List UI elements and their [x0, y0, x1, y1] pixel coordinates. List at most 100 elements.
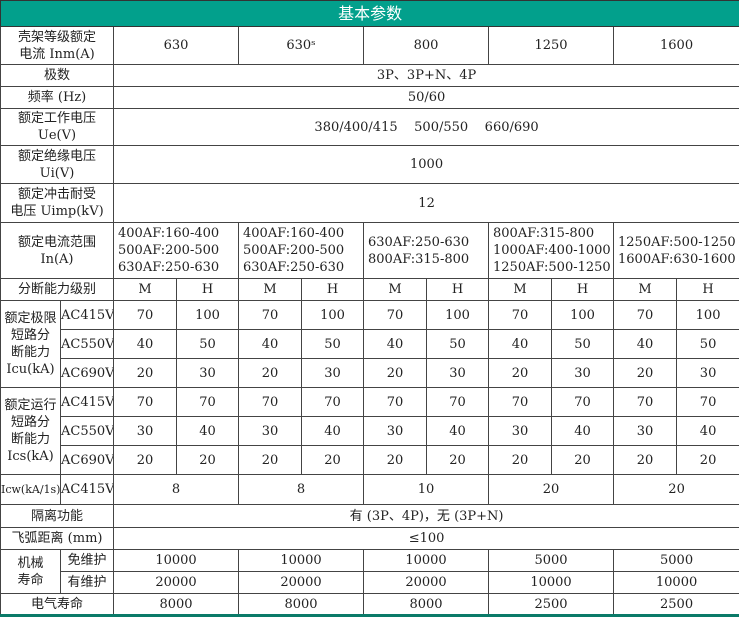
cell-line: 630AF:250-630	[118, 260, 220, 275]
cell: 30	[426, 358, 489, 388]
row-ics: AC690V 20 20 20 20 20 20 20 20 20 20	[1, 445, 739, 475]
row-level: 分断能力级别 M H M H M H M H M H	[0, 278, 739, 301]
cell: 50	[301, 329, 364, 359]
row-label: 额定运行 短路分 断能力 Ics(kA)	[0, 387, 61, 475]
cell: M	[363, 278, 427, 301]
cell-line: In(A)	[40, 251, 74, 267]
row-label: 飞弧距离 (mm)	[0, 527, 114, 550]
cell-line: 1250AF:500-1250	[618, 234, 736, 250]
cell: 8000	[238, 593, 364, 617]
cell: 70	[113, 387, 177, 417]
row-label: 电气寿命	[0, 593, 114, 617]
cell: 70	[363, 300, 427, 330]
cell-line: 630AF:250-630	[243, 260, 345, 275]
cell-line: 800AF:315-800	[368, 251, 470, 267]
cell-line: 寿命	[17, 572, 44, 588]
cell: 2500	[612, 593, 739, 617]
cell: 70	[238, 387, 302, 417]
cell: 1250	[488, 26, 614, 65]
cell: 8000	[113, 593, 239, 617]
row-label: 分断能力级别	[0, 278, 114, 301]
cell: 20	[426, 445, 489, 475]
cell-line: 1000AF:400-1000	[493, 243, 611, 258]
cell: 70	[675, 387, 739, 417]
cell: ≤100	[112, 527, 739, 550]
cell: 10	[363, 474, 489, 505]
cell: 40	[301, 416, 364, 446]
row-poles: 极数 3P、3P+N、4P	[0, 64, 739, 87]
row-elec: 电气寿命 8000 8000 8000 2500 2500	[0, 593, 739, 617]
cell: M	[613, 278, 677, 301]
cell: M	[488, 278, 552, 301]
voltage-label: AC550V	[60, 416, 114, 446]
cell: 10000	[113, 549, 239, 572]
cell: 70	[488, 300, 552, 330]
cell: 20	[675, 445, 739, 475]
cell: 630AF:250-630 800AF:315-800	[363, 222, 489, 279]
cell: 40	[426, 416, 489, 446]
cell: 40	[363, 329, 427, 359]
row-frame: 壳架等级额定 电流 Inm(A) 630 630ˢ 800 1250 1600	[0, 26, 739, 65]
cell: 70	[176, 387, 239, 417]
cell: 10000	[612, 571, 739, 594]
row-ui: 额定绝缘电压 Ui(V) 1000	[0, 145, 739, 184]
cell: 20	[363, 445, 427, 475]
cell-line: 额定冲击耐受	[17, 187, 96, 202]
cell-line: 额定运行	[4, 398, 57, 413]
row-label: 额定冲击耐受 电压 Uimp(kV)	[0, 183, 114, 223]
row-icu: AC550V 40 50 40 50 40 50 40 50 40 50	[1, 329, 739, 359]
cell: 20	[113, 445, 177, 475]
cell: 20	[488, 474, 614, 505]
cell-line: 额定绝缘电压	[17, 148, 96, 164]
cell: 630	[113, 26, 239, 65]
row-uimp: 额定冲击耐受 电压 Uimp(kV) 12	[0, 183, 739, 223]
voltage-label: AC415V	[60, 474, 114, 505]
row-label: 壳架等级额定 电流 Inm(A)	[0, 26, 114, 65]
cell: 20	[551, 445, 614, 475]
cell: 10000	[488, 571, 614, 594]
cell-line: 800AF:315-800	[493, 226, 595, 241]
sub-label: 免维护	[60, 549, 114, 572]
cell: 50	[176, 329, 239, 359]
cell: 630ˢ	[238, 26, 364, 65]
row-label: 额定绝缘电压 Ui(V)	[0, 145, 114, 184]
table-title: 基本参数	[0, 0, 739, 27]
cell: 8	[238, 474, 364, 505]
cell: 70	[551, 387, 614, 417]
cell: 70	[113, 300, 177, 330]
cell: 20	[612, 474, 739, 505]
cell: 20000	[238, 571, 364, 594]
cell: 20	[238, 445, 302, 475]
cell-line: 短路分	[10, 415, 50, 430]
cell: 40	[675, 416, 739, 446]
cell: H	[301, 278, 364, 301]
cell: 1600	[612, 26, 739, 65]
cell: 30	[238, 416, 302, 446]
row-mech: 有维护 20000 20000 20000 10000 10000	[1, 571, 739, 594]
cell: M	[238, 278, 302, 301]
row-ics: AC550V 30 40 30 40 30 40 30 40 30 40	[1, 416, 739, 446]
cell-line: 额定电流范围	[17, 234, 96, 250]
cell: 70	[301, 387, 364, 417]
row-label: 机械 寿命	[0, 549, 61, 594]
cell: 5000	[488, 549, 614, 572]
cell: 100	[551, 300, 614, 330]
cell: 50	[551, 329, 614, 359]
cell: 20	[176, 445, 239, 475]
cell: 30	[176, 358, 239, 388]
cell: 100	[301, 300, 364, 330]
cell-line: Ics(kA)	[7, 449, 54, 464]
row-mech: 机械 寿命 免维护 10000 10000 10000 5000 5000	[0, 549, 739, 594]
cell: 30	[113, 416, 177, 446]
cell: M	[113, 278, 177, 301]
cell: 40	[551, 416, 614, 446]
cell-line: 500AF:200-500	[118, 243, 220, 258]
cell: 20	[613, 358, 677, 388]
cell-line: 额定极限	[4, 311, 57, 326]
cell: 50/60	[112, 86, 739, 109]
cell: 30	[675, 358, 739, 388]
cell-line: 500AF:200-500	[243, 243, 345, 258]
cell: 30	[363, 416, 427, 446]
cell: 50	[675, 329, 739, 359]
cell-line: 壳架等级额定	[17, 29, 96, 45]
